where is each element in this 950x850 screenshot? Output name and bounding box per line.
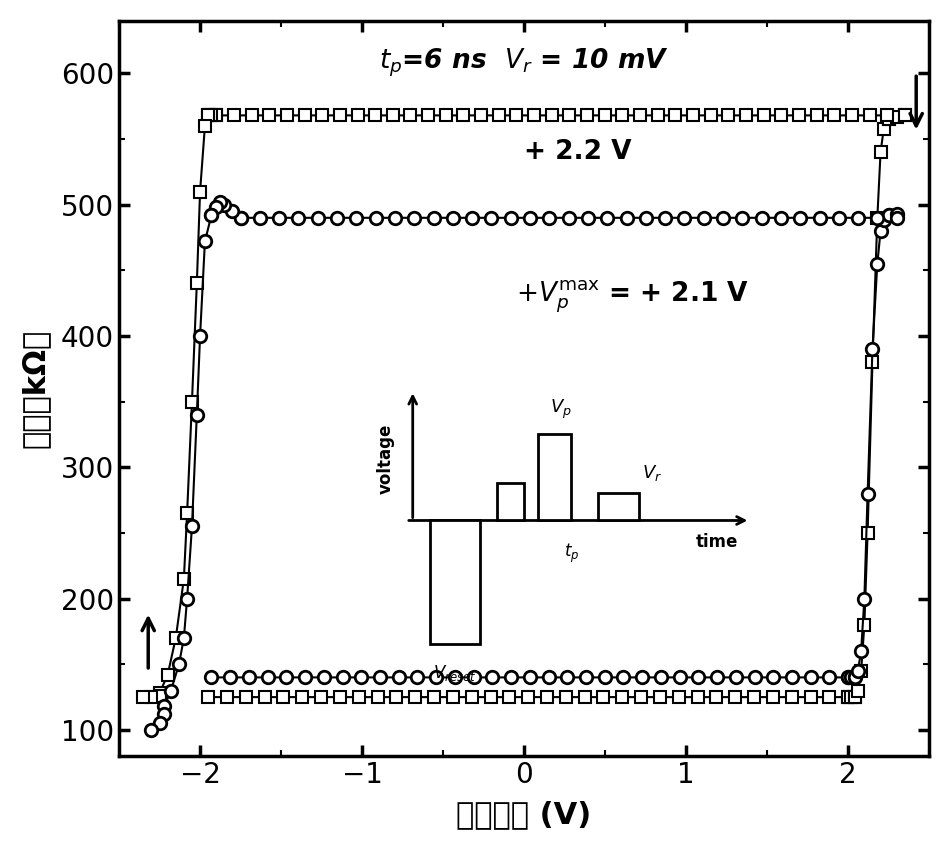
Text: + 2.2 V: + 2.2 V bbox=[524, 139, 632, 165]
Text: $+V_p^\mathrm{max}$ = + 2.1 V: $+V_p^\mathrm{max}$ = + 2.1 V bbox=[516, 279, 749, 314]
Y-axis label: 电阻（kΩ）: 电阻（kΩ） bbox=[21, 329, 49, 448]
Text: $t_p$=6 ns  $V_r$ = 10 mV: $t_p$=6 ns $V_r$ = 10 mV bbox=[379, 47, 669, 79]
X-axis label: 脉冲电压 (V): 脉冲电压 (V) bbox=[457, 800, 592, 829]
